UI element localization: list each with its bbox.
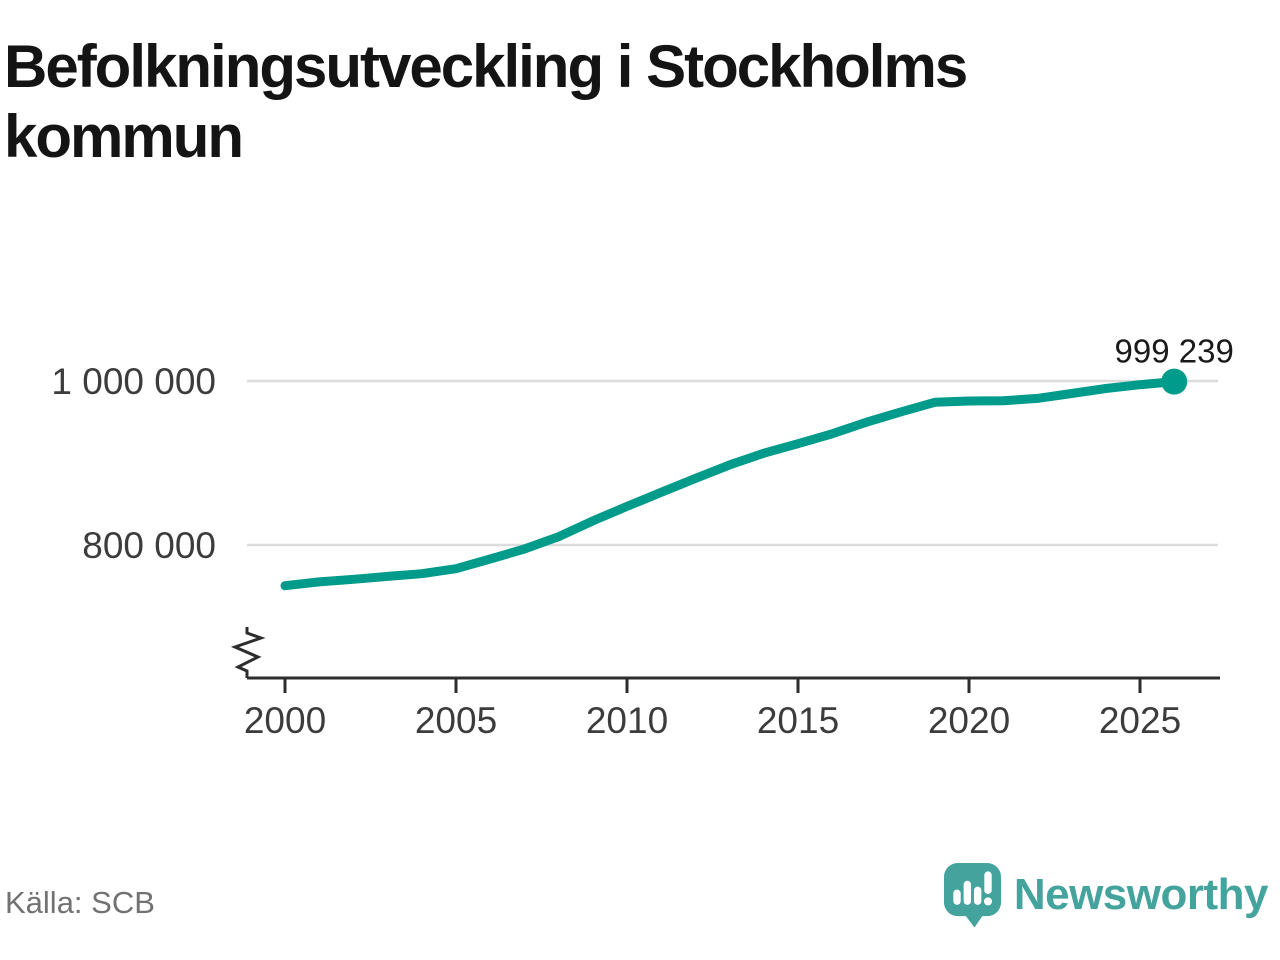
population-chart: 1 000 000 800 000 999 239 2000 2005 2010 2015 2… xyxy=(0,330,1280,760)
exclamation-icon xyxy=(983,871,992,906)
x-axis-tick-label: 2010 xyxy=(586,700,668,741)
x-axis-tick-label: 2005 xyxy=(415,700,497,741)
x-axis-tick-label: 2000 xyxy=(244,700,326,741)
source-note: Källa: SCB xyxy=(5,885,155,920)
end-value-label: 999 239 xyxy=(1115,333,1234,370)
x-axis-tick-label: 2015 xyxy=(757,700,839,741)
axis-break-icon xyxy=(230,627,266,678)
page-title: Befolkningsutveckling i Stockholms kommu… xyxy=(4,33,968,171)
x-axis-tick-label: 2025 xyxy=(1099,700,1181,741)
speech-bubble-icon xyxy=(943,863,1001,928)
y-axis-tick-label: 800 000 xyxy=(82,525,216,566)
newsworthy-logo: Newsworthy xyxy=(943,862,1269,928)
population-series-line xyxy=(280,377,1179,591)
y-axis-tick-label: 1 000 000 xyxy=(51,361,216,402)
x-axis-tick-label: 2020 xyxy=(928,700,1010,741)
bar-chart-icon xyxy=(953,880,982,905)
newsworthy-logo-icon xyxy=(943,863,1001,928)
newsworthy-wordmark: Newsworthy xyxy=(1013,870,1269,919)
series-end-dot xyxy=(1161,368,1188,395)
line-chart-canvas: 1 000 000 800 000 999 239 2000 2005 2010 2015 2… xyxy=(51,333,1234,741)
